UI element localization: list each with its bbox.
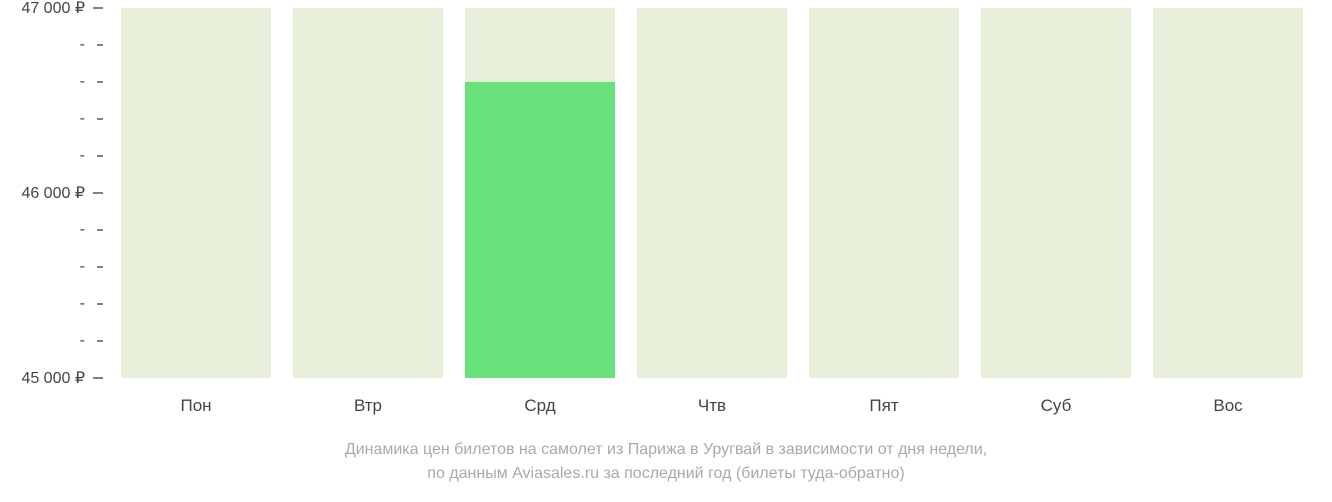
y-tick-minor xyxy=(97,266,103,268)
chart-caption: Динамика цен билетов на самолет из Париж… xyxy=(0,438,1332,486)
y-tick-minor xyxy=(97,340,103,342)
bar-background xyxy=(121,8,271,378)
y-tick-minor xyxy=(97,229,103,231)
bar-background xyxy=(1153,8,1303,378)
x-axis-label: Чтв xyxy=(698,396,726,416)
y-tick-minor xyxy=(97,44,103,46)
x-axis-label: Вос xyxy=(1213,396,1242,416)
bar-Срд[interactable] xyxy=(465,8,615,378)
y-axis-label: 45 000 ₽ xyxy=(21,368,85,388)
y-axis-minor-dash: - xyxy=(80,258,85,276)
y-axis-minor-dash: - xyxy=(80,332,85,350)
bar-Суб[interactable] xyxy=(981,8,1131,378)
y-axis-minor-dash: - xyxy=(80,73,85,91)
bar-Пят[interactable] xyxy=(809,8,959,378)
bar-background xyxy=(293,8,443,378)
y-tick-major xyxy=(93,192,103,194)
bar-Пон[interactable] xyxy=(121,8,271,378)
caption-line-2: по данным Aviasales.ru за последний год … xyxy=(427,465,904,482)
y-tick-minor xyxy=(97,155,103,157)
y-axis: 47 000 ₽46 000 ₽45 000 ₽-------- xyxy=(0,8,115,378)
y-axis-label: 46 000 ₽ xyxy=(21,183,85,203)
x-axis-label: Пят xyxy=(869,396,898,416)
bar-background xyxy=(981,8,1131,378)
bar-background xyxy=(637,8,787,378)
bar-Вос[interactable] xyxy=(1153,8,1303,378)
price-by-weekday-chart: 47 000 ₽ 46 000 ₽ 45 000 ₽ - - - - - - - - Пон Втр С… xyxy=(0,0,1332,502)
y-tick-major xyxy=(93,377,103,379)
bar-background xyxy=(809,8,959,378)
y-tick-minor xyxy=(97,118,103,120)
x-axis-label: Пон xyxy=(180,396,211,416)
plot-area xyxy=(115,8,1320,378)
y-tick-major xyxy=(93,7,103,9)
x-axis: Пон Втр Срд Чтв Пят Суб Вос xyxy=(115,378,1320,418)
x-axis-label: Суб xyxy=(1041,396,1072,416)
y-axis-minor-dash: - xyxy=(80,147,85,165)
y-axis-label: 47 000 ₽ xyxy=(21,0,85,18)
bar-value xyxy=(465,82,615,378)
bar-Втр[interactable] xyxy=(293,8,443,378)
y-tick-minor xyxy=(97,303,103,305)
y-axis-minor-dash: - xyxy=(80,295,85,313)
bar-Чтв[interactable] xyxy=(637,8,787,378)
caption-line-1: Динамика цен билетов на самолет из Париж… xyxy=(345,441,987,458)
y-axis-minor-dash: - xyxy=(80,110,85,128)
x-axis-label: Втр xyxy=(354,396,382,416)
y-tick-minor xyxy=(97,81,103,83)
x-axis-label: Срд xyxy=(524,396,555,416)
y-axis-minor-dash: - xyxy=(80,36,85,54)
y-axis-minor-dash: - xyxy=(80,221,85,239)
